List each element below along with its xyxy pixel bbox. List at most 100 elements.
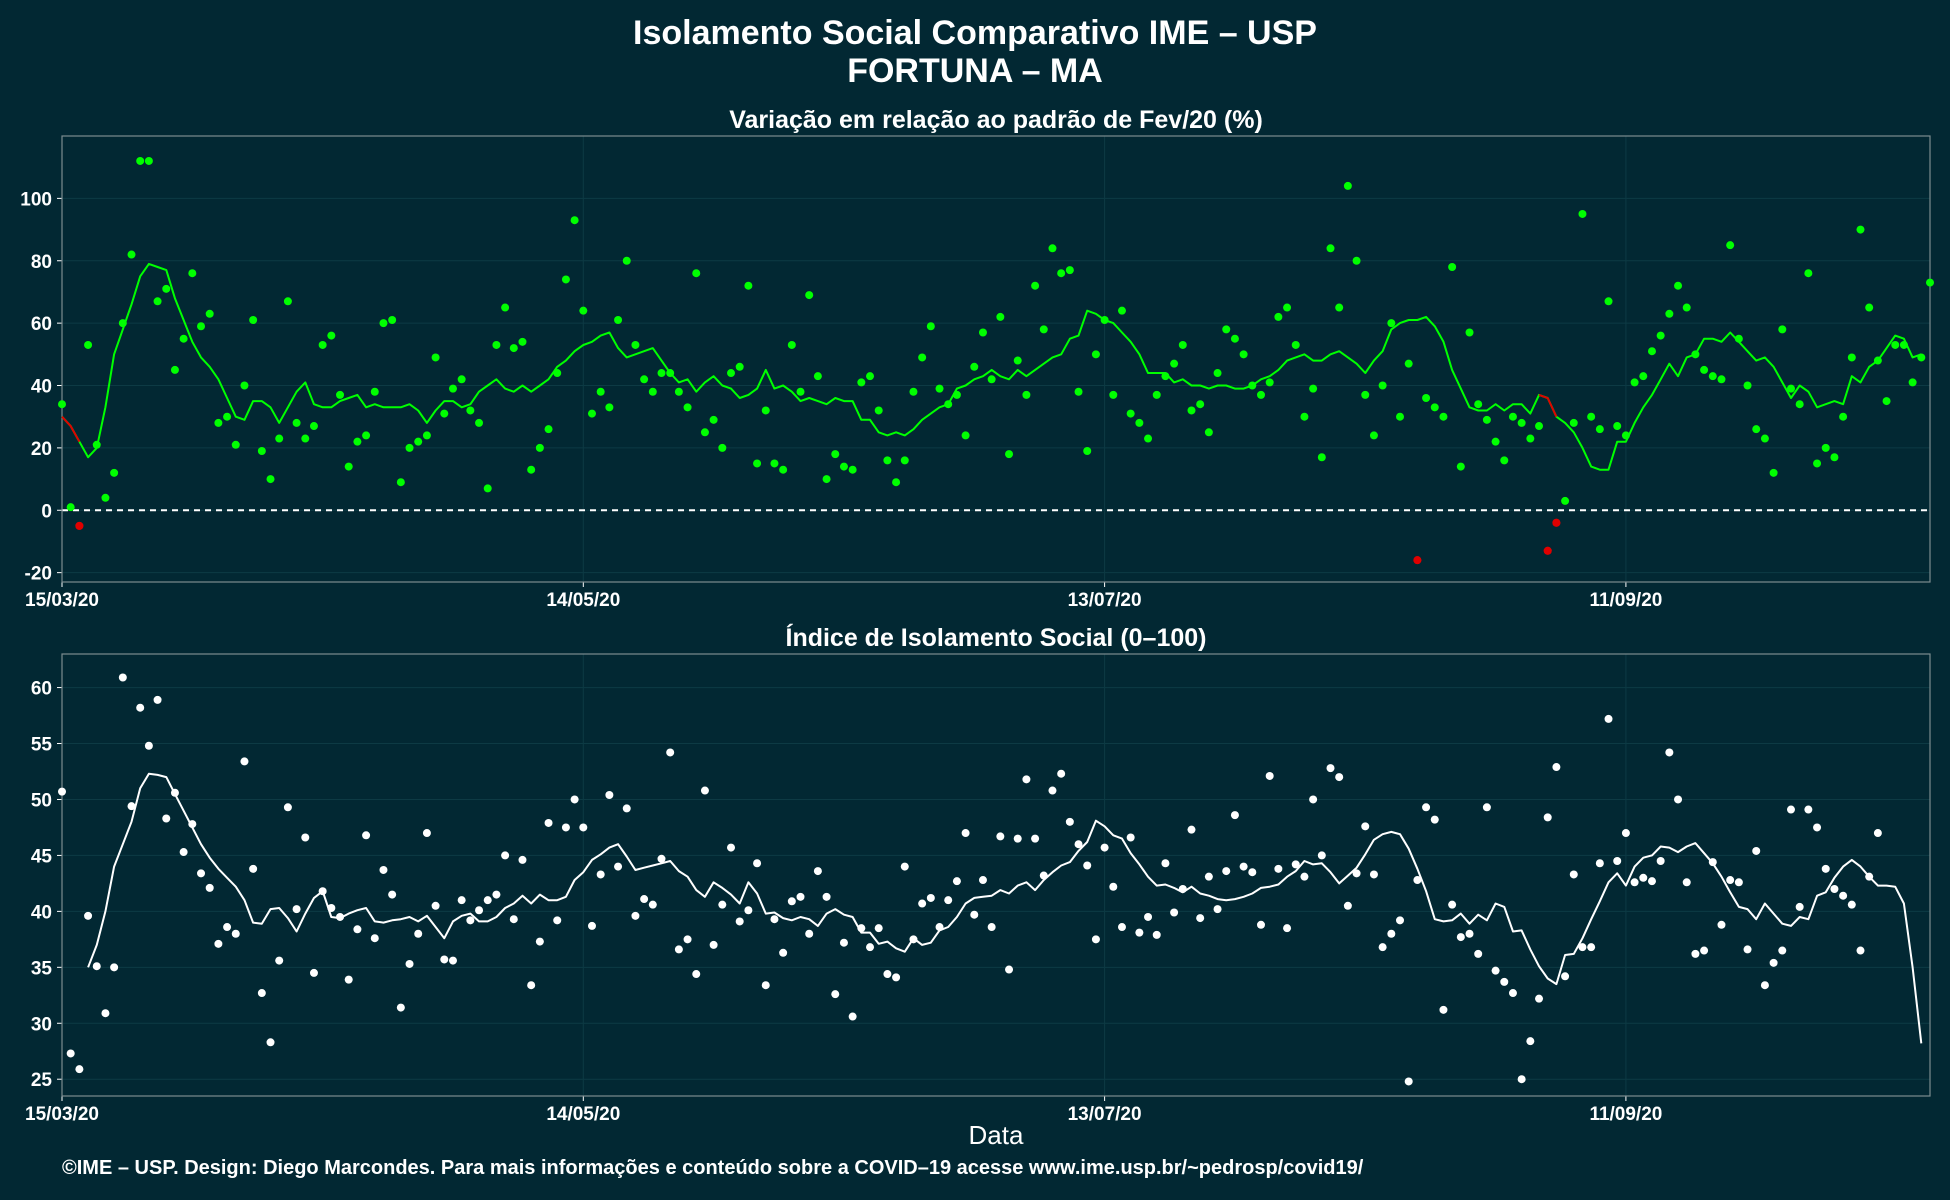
data-point: [727, 843, 736, 852]
data-point: [1369, 431, 1378, 440]
data-point: [1135, 928, 1144, 937]
data-point: [283, 297, 292, 306]
data-point: [257, 447, 266, 456]
data-point: [1352, 869, 1361, 878]
highlight-red-point: [1413, 556, 1422, 565]
x-tick-label: 14/05/20: [546, 1104, 620, 1125]
data-point: [1187, 406, 1196, 415]
data-point: [744, 906, 753, 915]
data-point: [1091, 350, 1100, 359]
data-point: [518, 337, 527, 346]
data-point: [1926, 278, 1934, 287]
data-point: [1413, 876, 1422, 885]
data-point: [388, 316, 397, 325]
data-point: [892, 973, 901, 982]
data-point: [1361, 390, 1370, 399]
data-point: [1248, 868, 1257, 877]
data-point: [475, 906, 484, 915]
data-point: [327, 904, 336, 913]
y-tick-label: 100: [20, 189, 52, 210]
data-point: [527, 465, 536, 474]
data-point: [1630, 878, 1639, 887]
data-point: [379, 865, 388, 874]
data-point: [753, 459, 762, 468]
data-point: [761, 406, 770, 415]
data-point: [831, 450, 840, 459]
data-point: [1691, 350, 1700, 359]
data-point: [101, 493, 110, 502]
data-point: [753, 859, 762, 868]
data-point: [1526, 434, 1535, 443]
data-point: [987, 375, 996, 384]
data-point: [683, 403, 692, 412]
data-point: [1256, 920, 1265, 929]
data-point: [170, 788, 179, 797]
data-point: [709, 415, 718, 424]
moving-average-line: [61, 262, 1922, 471]
data-point: [813, 867, 822, 876]
data-point: [205, 309, 214, 318]
data-point: [1404, 359, 1413, 368]
data-point: [1856, 946, 1865, 955]
data-point: [1778, 946, 1787, 955]
data-point: [1743, 381, 1752, 390]
data-point: [1839, 891, 1848, 900]
x-tick-label: 15/03/20: [25, 590, 99, 611]
data-point: [1265, 771, 1274, 780]
data-point: [1847, 353, 1856, 362]
data-point: [170, 365, 179, 374]
data-point: [970, 910, 979, 919]
data-point: [935, 923, 944, 932]
y-tick-label: 35: [31, 958, 53, 979]
data-point: [1917, 353, 1926, 362]
data-point: [257, 989, 266, 998]
data-point: [1639, 873, 1648, 882]
data-point: [431, 901, 440, 910]
y-tick-label: 60: [31, 314, 52, 335]
data-point: [1561, 972, 1570, 981]
data-point: [1752, 846, 1761, 855]
data-point: [561, 275, 570, 284]
data-point: [666, 369, 675, 378]
data-point: [309, 422, 318, 431]
data-point: [1005, 965, 1014, 974]
data-point: [1448, 262, 1457, 271]
data-point: [961, 829, 970, 838]
data-point: [926, 322, 935, 331]
data-point: [92, 440, 101, 449]
data-point: [640, 895, 649, 904]
data-point: [379, 319, 388, 328]
data-point: [1508, 989, 1517, 998]
data-point: [857, 378, 866, 387]
data-point: [796, 387, 805, 396]
data-point: [84, 911, 93, 920]
data-point: [1708, 858, 1717, 867]
data-point: [249, 316, 258, 325]
data-point: [492, 340, 501, 349]
data-point: [422, 829, 431, 838]
data-point: [1430, 815, 1439, 824]
data-point: [1474, 400, 1483, 409]
data-point: [509, 344, 518, 353]
data-point: [1795, 400, 1804, 409]
data-point: [370, 387, 379, 396]
data-point: [1091, 935, 1100, 944]
chart-panel-1: Variação em relação ao padrão de Fev/20 …: [20, 106, 1934, 611]
data-point: [744, 281, 753, 290]
data-point: [918, 899, 927, 908]
data-point: [622, 804, 631, 813]
data-point: [1691, 949, 1700, 958]
data-point: [978, 876, 987, 885]
data-point: [336, 912, 345, 921]
data-point: [1708, 372, 1717, 381]
data-point: [553, 369, 562, 378]
data-point: [1300, 412, 1309, 421]
data-point: [1109, 390, 1118, 399]
data-point: [1057, 769, 1066, 778]
data-point: [1465, 929, 1474, 938]
data-point: [1500, 977, 1509, 986]
data-point: [1178, 884, 1187, 893]
data-point: [1135, 418, 1144, 427]
y-tick-label: 20: [31, 439, 52, 460]
plot-frame: [61, 135, 1931, 583]
